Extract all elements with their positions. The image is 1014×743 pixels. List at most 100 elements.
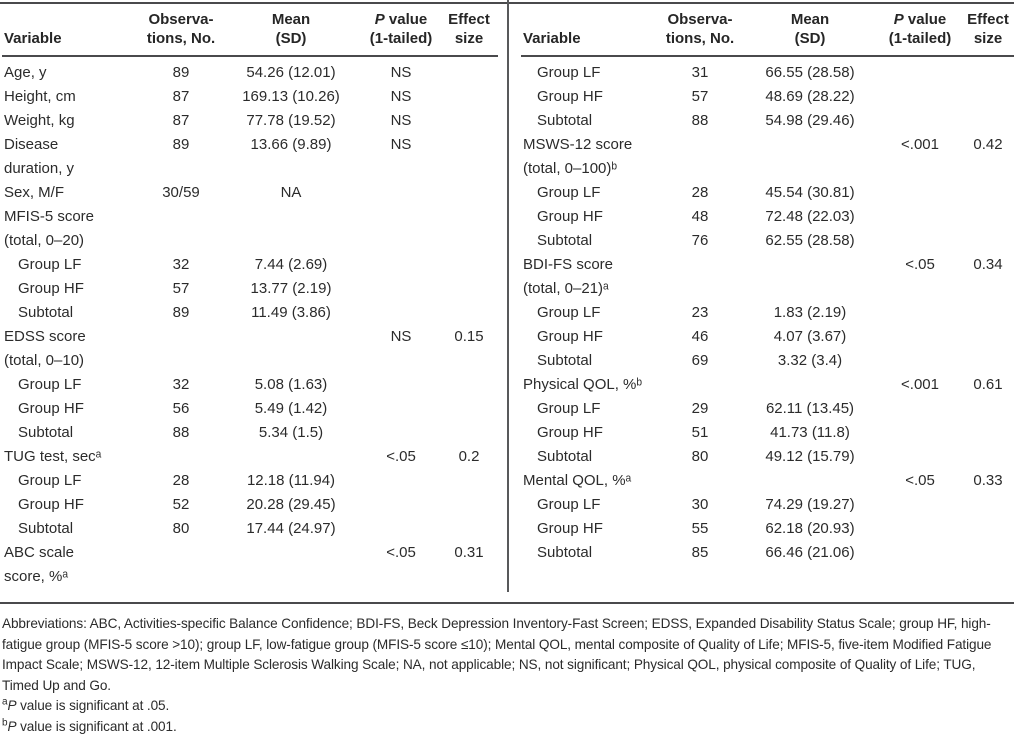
cell-effect-size (959, 181, 1014, 205)
table-row: Group HF 56 5.49 (1.42) (2, 397, 498, 421)
cell-variable: Subtotal (18, 424, 74, 441)
cell-observations: 52 (172, 496, 190, 513)
cell-p-value (881, 109, 959, 133)
cell-mean-sd (739, 469, 881, 493)
table-row: Weight, kg 87 77.78 (19.52) NS (2, 109, 498, 133)
cell-variable: Group LF (537, 400, 601, 417)
cell-variable: Height, cm (4, 88, 76, 105)
footnote-b: bP value is significant at .001. (2, 717, 1010, 738)
cell-p-value (881, 517, 959, 541)
cell-p-value: <.001 (901, 376, 939, 393)
cell-mean-sd (220, 541, 362, 589)
cell-mean-sd: 5.08 (1.63) (254, 376, 328, 393)
cell-p-value: <.05 (386, 544, 416, 561)
table-row: Physical QOL, %ᵇ <.001 0.61 (521, 373, 1014, 397)
cell-mean-sd: 3.32 (3.4) (777, 352, 843, 369)
cell-p-value (881, 349, 959, 373)
cell-observations (661, 373, 739, 397)
table-row: Subtotal 89 11.49 (3.86) (2, 301, 498, 325)
cell-variable: Group HF (537, 328, 603, 345)
cell-variable: Mental QOL, %ᵃ (523, 472, 632, 489)
cell-mean-sd: 1.83 (2.19) (773, 304, 847, 321)
cell-variable: MSWS-12 score (total, 0–100)ᵇ (523, 136, 633, 177)
table-row: Group HF 48 72.48 (22.03) (521, 205, 1014, 229)
cell-effect-size: 0.42 (973, 136, 1003, 153)
column-header-p-value: P value (1-tailed) (362, 4, 440, 57)
cell-p-value (362, 517, 440, 541)
cell-mean-sd: 66.55 (28.58) (765, 64, 855, 81)
cell-effect-size (440, 301, 498, 325)
cell-variable: EDSS score (total, 0–10) (4, 328, 86, 369)
cell-p-value (881, 229, 959, 253)
cell-mean-sd: 41.73 (11.8) (770, 424, 850, 441)
table-row: Group LF 28 45.54 (30.81) (521, 181, 1014, 205)
cell-p-value (881, 85, 959, 109)
column-header-observations: Observa-tions, No. (661, 4, 739, 57)
column-header-variable: Variable (2, 4, 142, 57)
table-row: Subtotal 85 66.46 (21.06) (521, 541, 1014, 565)
cell-effect-size: 0.15 (454, 328, 484, 345)
cell-variable: Subtotal (537, 544, 593, 561)
table-row: Subtotal 88 5.34 (1.5) (2, 421, 498, 445)
table-row: Subtotal 80 49.12 (15.79) (521, 445, 1014, 469)
cell-p-value (362, 253, 440, 277)
cell-p-value (881, 325, 959, 349)
cell-effect-size (959, 229, 1014, 253)
cell-p-value: <.05 (905, 472, 935, 489)
cell-observations: 51 (691, 424, 709, 441)
cell-mean-sd: 169.13 (10.26) (242, 88, 340, 105)
cell-p-value (881, 205, 959, 229)
table-row: Group LF 32 5.08 (1.63) (2, 373, 498, 397)
table-row: MSWS-12 score (total, 0–100)ᵇ <.001 0.42 (521, 133, 1014, 181)
column-header-mean-sd: Mean (SD) (739, 4, 881, 57)
cell-observations: 32 (172, 376, 190, 393)
left-table-body: Age, y 89 54.26 (12.01) NS Height, cm 87… (2, 56, 498, 589)
cell-mean-sd: 5.49 (1.42) (254, 400, 328, 417)
cell-effect-size (959, 397, 1014, 421)
cell-observations (661, 133, 739, 181)
cell-observations: 85 (691, 544, 709, 561)
table-bottom-rule (0, 602, 1014, 604)
table-row: Group HF 57 13.77 (2.19) (2, 277, 498, 301)
cell-variable: Group HF (537, 520, 603, 537)
footnotes: Abbreviations: ABC, Activities-specific … (2, 614, 1010, 737)
cell-mean-sd: 20.28 (29.45) (246, 496, 336, 513)
table-row: Group HF 55 62.18 (20.93) (521, 517, 1014, 541)
cell-observations: 88 (691, 112, 709, 129)
cell-p-value (881, 397, 959, 421)
cell-effect-size (440, 421, 498, 445)
table-row: Height, cm 87 169.13 (10.26) NS (2, 85, 498, 109)
cell-observations: 28 (172, 472, 190, 489)
cell-effect-size (440, 469, 498, 493)
cell-effect-size (440, 493, 498, 517)
cell-observations: 30/59 (162, 184, 200, 201)
cell-observations: 28 (691, 184, 709, 201)
cell-observations: 48 (691, 208, 709, 225)
cell-variable: Disease duration, y (4, 136, 75, 177)
cell-observations: 29 (691, 400, 709, 417)
cell-mean-sd: 45.54 (30.81) (765, 184, 855, 201)
cell-observations: 88 (172, 424, 190, 441)
table-row: Group LF 29 62.11 (13.45) (521, 397, 1014, 421)
footnote-a-p: P (7, 698, 17, 713)
table-row: Group LF 32 7.44 (2.69) (2, 253, 498, 277)
cell-observations (142, 205, 220, 253)
cell-effect-size: 0.2 (458, 448, 480, 465)
cell-variable: Group LF (18, 256, 82, 273)
cell-observations (142, 445, 220, 469)
table-row: EDSS score (total, 0–10) NS 0.15 (2, 325, 498, 373)
cell-observations: 89 (172, 64, 190, 81)
cell-mean-sd: 62.11 (13.45) (765, 400, 855, 417)
cell-effect-size: 0.61 (973, 376, 1003, 393)
table-row: ABC scale score, %ᵃ <.05 0.31 (2, 541, 498, 589)
cell-observations: 69 (691, 352, 709, 369)
cell-effect-size (959, 325, 1014, 349)
right-table-body: Group LF 31 66.55 (28.58) Group HF 57 48… (521, 56, 1014, 565)
cell-observations: 87 (172, 88, 190, 105)
cell-p-value (881, 56, 959, 85)
cell-effect-size (959, 421, 1014, 445)
cell-effect-size: 0.33 (973, 472, 1003, 489)
cell-mean-sd (220, 445, 362, 469)
cell-p-value: <.05 (386, 448, 416, 465)
